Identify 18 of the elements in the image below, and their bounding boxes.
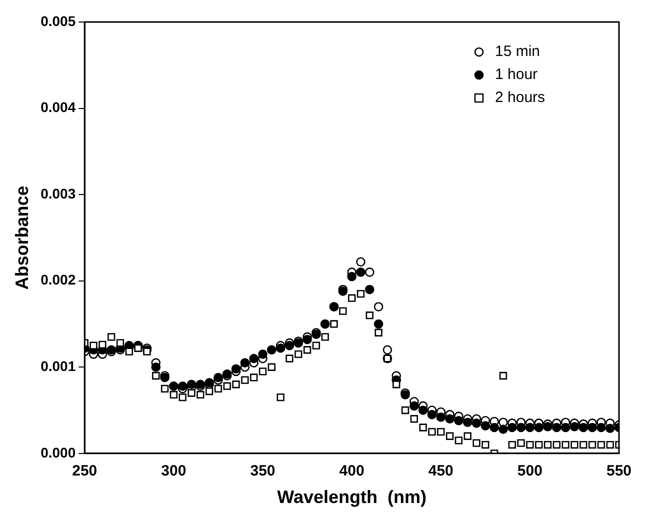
y-tick-label: 0.000: [40, 444, 76, 460]
y-tick-label: 0.004: [40, 99, 76, 116]
y-tick-label: 0.001: [40, 358, 76, 374]
x-tick-label: 550: [606, 462, 632, 480]
legend-label: 2 hours: [495, 89, 546, 106]
x-axis-title: Wavelength (nm): [277, 487, 426, 508]
x-tick-label: 400: [339, 462, 364, 480]
x-tick-label: 300: [161, 462, 186, 480]
y-axis-title: Absorbance: [12, 186, 32, 290]
x-tick-label: 350: [250, 462, 276, 480]
x-tick-label: 250: [72, 462, 98, 480]
y-tick-label: 0.005: [40, 12, 76, 29]
legend-label: 15 min: [495, 43, 540, 60]
x-tick-label: 450: [428, 462, 454, 480]
x-tick-label: 500: [517, 462, 542, 480]
y-tick-label: 0.003: [40, 185, 76, 202]
legend-label: 1 hour: [495, 66, 538, 84]
y-tick-label: 0.002: [40, 272, 76, 288]
